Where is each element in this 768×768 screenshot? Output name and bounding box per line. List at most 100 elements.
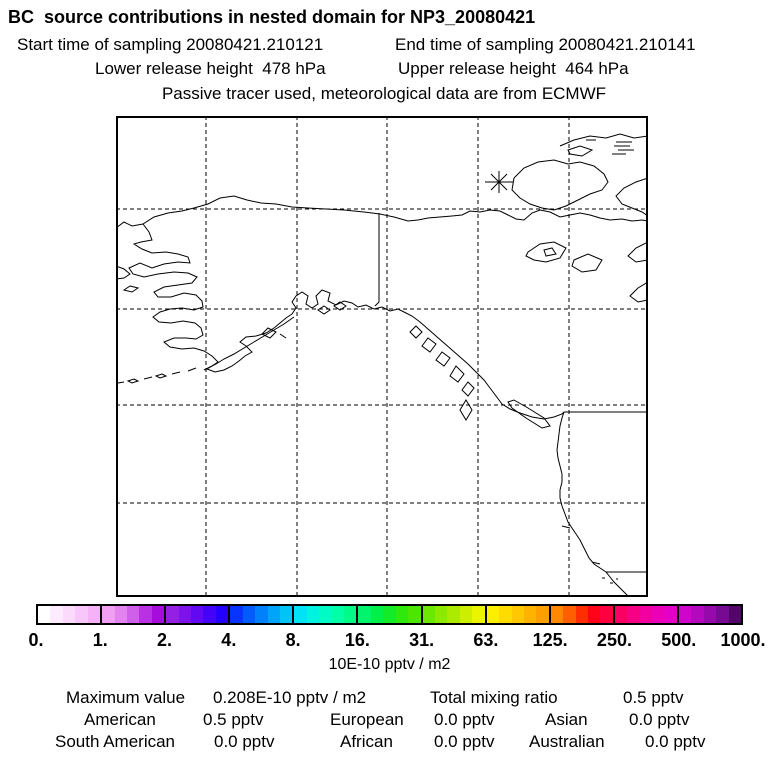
colorbar-cell (370, 606, 384, 623)
colorbar-cell (511, 606, 524, 623)
colorbar-tick-label: 1000. (720, 630, 766, 650)
colorbar-tick-label: 8. (285, 630, 301, 650)
colorbar-cell (306, 606, 320, 623)
colorbar-cell (294, 606, 307, 623)
colorbar-cell (319, 606, 332, 623)
colorbar-cell (691, 606, 704, 623)
colorbar-cell (639, 606, 653, 623)
colorbar-cell (255, 606, 268, 623)
colorbar-cell (447, 606, 460, 623)
maximum-value-label: Maximum value (66, 688, 186, 707)
colorbar-tick-label: 500. (661, 630, 697, 650)
colorbar-cell (151, 606, 165, 623)
colorbar-cell (550, 606, 564, 623)
colorbar-cell (486, 606, 500, 623)
colorbar-tick-label: 63. (473, 630, 499, 650)
contribution-american-value: 0.5 pptv (203, 710, 264, 729)
receptor-asterisk-marker (485, 171, 513, 193)
colorbar-segment (356, 606, 421, 623)
upper-release-height-text: Upper release height 464 hPa (398, 59, 629, 78)
contribution-european-value: 0.0 pptv (434, 710, 495, 729)
colorbar-cell (230, 606, 243, 623)
gridlines (116, 116, 648, 597)
colorbar-cell (716, 606, 729, 623)
colorbar-segment (164, 606, 229, 623)
colorbar-unit-label: 10E-10 pptv / m2 (328, 656, 451, 673)
colorbar-cell (575, 606, 589, 623)
colorbar-cell (114, 606, 127, 623)
end-time-text: End time of sampling 20080421.210141 (395, 35, 696, 54)
contribution-south-american-label: South American (55, 732, 176, 751)
colorbar-cell (563, 606, 576, 623)
lower-release-height-text: Lower release height 478 hPa (95, 59, 326, 78)
colorbar-cell (703, 606, 717, 623)
colorbar-cell (536, 606, 549, 623)
colorbar-tick-label: 1. (92, 630, 108, 650)
colorbar-cell (166, 606, 179, 623)
colorbar-segment (228, 606, 293, 623)
colorbar-tick-label: 4. (221, 630, 237, 650)
total-mixing-ratio-label: Total mixing ratio (430, 688, 558, 707)
map-svg (115, 116, 649, 598)
colorbar-cell (38, 606, 51, 623)
colorbar-cell (499, 606, 512, 623)
colorbar-cell (344, 606, 357, 623)
colorbar-segment (38, 606, 101, 623)
political-borders (374, 213, 648, 573)
colorbar-cell (459, 606, 473, 623)
colorbar-cell (588, 606, 601, 623)
contribution-american-label: American (84, 710, 156, 729)
start-time-text: Start time of sampling 20080421.210121 (17, 35, 324, 54)
colorbar-cell (523, 606, 537, 623)
colorbar-cell (215, 606, 229, 623)
colorbar-cell (600, 606, 613, 623)
contribution-african-value: 0.0 pptv (434, 732, 495, 751)
colorbar-cell (395, 606, 409, 623)
colorbar-cell (664, 606, 677, 623)
contribution-australian-value: 0.0 pptv (645, 732, 706, 751)
total-mixing-ratio-value: 0.5 pptv (623, 688, 684, 707)
colorbar-tick-label: 250. (596, 630, 632, 650)
island-hatch-ticks (561, 139, 634, 565)
colorbar-cell (652, 606, 665, 623)
colorbar-cell (279, 606, 293, 623)
contribution-asian-value: 0.0 pptv (629, 710, 690, 729)
colorbar-segment (676, 606, 742, 623)
colorbar-cell (383, 606, 396, 623)
colorbar-cell (472, 606, 485, 623)
colorbar-cell (126, 606, 140, 623)
colorbar-cell (358, 606, 371, 623)
colorbar-cell (87, 606, 101, 623)
map-frame (116, 116, 648, 597)
colorbar-tick-label: 2. (157, 630, 173, 650)
colorbar-cell (242, 606, 256, 623)
colorbar-cell (75, 606, 88, 623)
contribution-australian-label: Australian (529, 732, 605, 751)
page-title: BC source contributions in nested domain… (8, 7, 536, 27)
colorbar-cell (627, 606, 640, 623)
colorbar-cell (50, 606, 63, 623)
colorbar-cell (728, 606, 742, 623)
colorbar-tick-label: 31. (409, 630, 435, 650)
colorbar-cell (203, 606, 216, 623)
colorbar-segment (612, 606, 677, 623)
colorbar-tick-label: 0. (28, 630, 44, 650)
colorbar-cell (408, 606, 421, 623)
tracer-note-text: Passive tracer used, meteorological data… (161, 84, 607, 103)
colorbar-cell (178, 606, 192, 623)
contribution-european-label: European (330, 710, 404, 729)
contribution-asian-label: Asian (545, 710, 588, 729)
maximum-value: 0.208E-10 pptv / m2 (213, 688, 367, 707)
map-panel (115, 116, 649, 598)
colorbar-tick-label: 16. (344, 630, 370, 650)
colorbar-cell (62, 606, 76, 623)
colorbar-cell (267, 606, 280, 623)
colorbar-segment (100, 606, 165, 623)
colorbar-tick-label: 125. (532, 630, 568, 650)
colorbar-cell (331, 606, 345, 623)
colorbar-cell (102, 606, 115, 623)
coastlines (115, 133, 649, 598)
colorbar-segment (484, 606, 549, 623)
colorbar-segment (420, 606, 485, 623)
